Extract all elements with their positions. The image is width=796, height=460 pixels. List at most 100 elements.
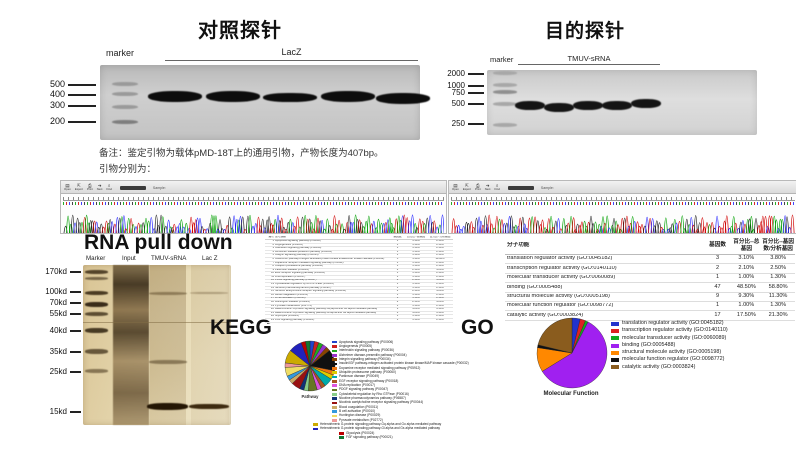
legend-swatch <box>332 414 337 418</box>
kegg-table-header: 编号 信号通路 基因数 百分比--总基因 百分比--分析基因 <box>265 235 453 240</box>
ladder-dash <box>68 104 96 107</box>
trace-peak <box>191 222 196 233</box>
trace-peak <box>218 219 222 233</box>
legend-swatch <box>332 406 337 409</box>
trace-peak <box>330 228 335 233</box>
gel-band <box>149 360 187 364</box>
trace-peak <box>729 225 734 233</box>
toolbar-button[interactable]: ➔ Next <box>484 182 491 192</box>
trace-peak <box>366 215 371 233</box>
trace-peak <box>379 222 384 233</box>
trace-peak <box>745 219 750 233</box>
ladder-dash <box>70 291 81 293</box>
legend-item: Apoptosis signaling pathway (P00006) <box>332 340 462 344</box>
legend-swatch <box>313 427 318 431</box>
trace-peak <box>262 227 267 233</box>
toolbar-button-icon: ➔ <box>97 182 102 188</box>
trace-peak <box>635 221 640 233</box>
ladder-dash <box>70 371 81 373</box>
legend-item: DNA replication (P00017) <box>332 383 462 387</box>
trace-peak <box>546 218 551 233</box>
trace-peak <box>256 216 261 233</box>
chromatogram-window-right: ▤ Open ⇱ Export ⎙ Print ➔ Next ⌕ Find Sample: <box>448 180 796 234</box>
trace-peak <box>213 215 218 233</box>
trace-peak <box>778 218 783 233</box>
base-call-row <box>63 202 444 205</box>
ladder-dash <box>468 103 484 105</box>
toolbar-button[interactable]: ⇱ Export <box>462 182 471 192</box>
trace-peak <box>345 222 350 233</box>
trace-peak <box>626 225 631 233</box>
control-probe-title: 对照探针 <box>198 20 282 42</box>
gel-band <box>515 101 545 110</box>
ladder-dash <box>68 83 96 86</box>
trace-peak <box>265 219 270 233</box>
trace-peak <box>509 215 514 233</box>
trace-peak <box>680 215 685 233</box>
ladder-dash <box>68 93 96 96</box>
gel-band <box>85 277 108 280</box>
gel-band <box>493 123 517 127</box>
go-table-body: translation regulator activity (GO:00451… <box>505 255 795 321</box>
legend-swatch <box>332 366 337 370</box>
chromatogram-window-left: ▤ Open ⇱ Export ⎙ Print ➔ Next ⌕ Find Sample: <box>60 180 447 234</box>
toolbar-button[interactable]: ▤ Open <box>452 182 459 192</box>
trace-peak <box>783 215 788 233</box>
position-ruler <box>451 194 795 201</box>
trace-peak <box>305 218 310 233</box>
go-pie-title: Molecular Function <box>543 391 599 397</box>
trace-peak <box>577 225 582 233</box>
legend-item: translation regulator activity (GO:00451… <box>611 320 795 327</box>
trace-peak <box>82 216 87 233</box>
legend-item: Ubiquitin proteasome pathway (P00060) <box>332 370 462 374</box>
trace-peak <box>337 219 342 233</box>
gel-band <box>493 83 517 87</box>
gel-band <box>85 302 108 307</box>
toolbar-button[interactable]: ▤ Open <box>64 182 71 192</box>
trace-peak <box>767 215 772 233</box>
legend-swatch <box>339 432 344 435</box>
toolbar-button[interactable]: ⌕ Find <box>106 182 112 192</box>
toolbar-button[interactable]: ⌕ Find <box>494 182 500 192</box>
legend-swatch <box>339 436 344 440</box>
trace-peak <box>772 215 777 233</box>
trace-peak <box>149 217 154 233</box>
trace-peak <box>106 222 111 233</box>
trace-peak <box>307 218 312 233</box>
trace-peak <box>160 216 165 233</box>
legend-swatch <box>611 358 619 363</box>
trace-peak <box>573 229 578 233</box>
note-line2: 引物分别为： <box>99 163 157 175</box>
table-row: structural molecule activity (GO:0005198… <box>505 293 795 302</box>
gel-band <box>85 369 108 373</box>
trace-peak <box>432 220 437 233</box>
trace-peak <box>68 223 73 233</box>
note-text: 备注：鉴定引物为载体pMD-18T上的通用引物，产物长度为407bp。 引物分别… <box>99 146 384 177</box>
trace-peak <box>383 222 388 233</box>
gel-lane-smear <box>191 265 229 425</box>
trace-peak <box>320 220 325 233</box>
gel-band <box>112 92 138 96</box>
trace-peak <box>318 220 323 233</box>
gel-band <box>147 403 188 410</box>
toolbar-button[interactable]: ⎙ Print <box>474 182 481 192</box>
trace-peak <box>483 215 488 233</box>
trace-peak <box>595 229 600 233</box>
trace-peak <box>387 217 392 233</box>
trace-peak <box>507 216 512 233</box>
toolbar-button[interactable]: ➔ Next <box>96 182 103 192</box>
toolbar-button[interactable]: ⇱ Export <box>74 182 83 192</box>
trace-peak <box>349 222 354 233</box>
trace-peak <box>177 223 182 233</box>
trace-peak <box>756 225 761 233</box>
trace-peak <box>398 219 403 233</box>
legend-swatch <box>332 345 337 348</box>
trace-peak <box>736 227 741 233</box>
trace-peak <box>209 214 214 233</box>
control-marker-label: marker <box>106 48 135 58</box>
ladder-mark: 2000 <box>428 70 484 78</box>
trace-peak <box>571 217 576 233</box>
trace-peak <box>776 227 781 233</box>
kegg-table-body: 1 Apoptosis signaling pathway (P00006) 1 1.… <box>265 240 453 323</box>
toolbar-button[interactable]: ⎙ Print <box>86 182 93 192</box>
